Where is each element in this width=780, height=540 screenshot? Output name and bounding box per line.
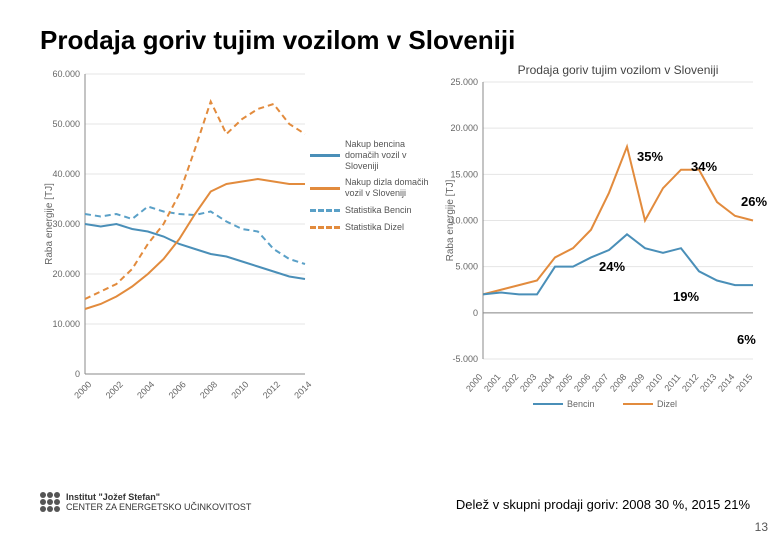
svg-text:2008: 2008 — [608, 372, 629, 394]
svg-text:0: 0 — [75, 369, 80, 379]
annotation: 19% — [673, 289, 699, 304]
chart-left-svg: 0 10.000 20.000 30.000 40.000 50.000 60.000 200… — [40, 64, 435, 424]
svg-text:2011: 2011 — [662, 372, 682, 393]
institute-logo-icon — [40, 492, 60, 512]
svg-text:20.000: 20.000 — [450, 123, 478, 133]
svg-text:2002: 2002 — [104, 379, 125, 400]
institute-line1: Institut "Jožef Stefan" — [66, 492, 251, 502]
chart-left: 0 10.000 20.000 30.000 40.000 50.000 60.000 200… — [40, 64, 435, 424]
svg-text:Prodaja goriv tujim vozilom v: Prodaja goriv tujim vozilom v Sloveniji — [518, 64, 719, 77]
annotation: 24% — [599, 259, 625, 274]
svg-text:2007: 2007 — [590, 372, 611, 394]
svg-text:10.000: 10.000 — [52, 319, 80, 329]
svg-text:Raba energije [TJ]: Raba energije [TJ] — [445, 179, 456, 261]
annotation: 35% — [637, 149, 663, 164]
svg-text:2014: 2014 — [292, 379, 313, 400]
legend-item: Statistika Bencin — [310, 205, 430, 216]
footer-caption: Delež v skupni prodaji goriv: 2008 30 %,… — [456, 497, 750, 512]
svg-text:60.000: 60.000 — [52, 69, 80, 79]
svg-text:-5.000: -5.000 — [452, 354, 478, 364]
svg-text:2004: 2004 — [135, 379, 156, 400]
svg-text:Dizel: Dizel — [657, 399, 677, 409]
svg-text:20.000: 20.000 — [52, 269, 80, 279]
svg-text:50.000: 50.000 — [52, 119, 80, 129]
page-title: Prodaja goriv tujim vozilom v Sloveniji — [40, 25, 750, 56]
svg-text:25.000: 25.000 — [450, 77, 478, 87]
svg-text:2009: 2009 — [626, 372, 647, 394]
svg-text:2013: 2013 — [698, 372, 719, 394]
svg-text:2004: 2004 — [536, 372, 557, 394]
svg-text:30.000: 30.000 — [52, 219, 80, 229]
svg-text:2006: 2006 — [167, 379, 188, 400]
svg-text:2002: 2002 — [500, 372, 521, 394]
svg-text:2010: 2010 — [644, 372, 665, 394]
svg-text:5.000: 5.000 — [455, 262, 478, 272]
svg-text:2006: 2006 — [572, 372, 593, 394]
svg-text:2001: 2001 — [482, 372, 503, 394]
legend-item: Nakup bencina domačih vozil v Sloveniji — [310, 139, 430, 171]
svg-text:2014: 2014 — [716, 372, 737, 394]
legend-item: Nakup dizla domačih vozil v Sloveniji — [310, 177, 430, 199]
page-number: 13 — [755, 520, 768, 534]
svg-text:2012: 2012 — [261, 379, 282, 400]
annotation: 6% — [737, 332, 756, 347]
svg-text:Bencin: Bencin — [567, 399, 595, 409]
chart-right-svg: Prodaja goriv tujim vozilom v Sloveniji -… — [441, 64, 761, 424]
svg-text:2000: 2000 — [72, 379, 93, 400]
legend-item: Statistika Dizel — [310, 222, 430, 233]
annotation: 26% — [741, 194, 767, 209]
svg-text:2015: 2015 — [734, 372, 755, 394]
svg-text:2010: 2010 — [229, 379, 250, 400]
svg-text:15.000: 15.000 — [450, 169, 478, 179]
institute-line2: CENTER ZA ENERGETSKO UČINKOVITOST — [66, 502, 251, 512]
svg-text:0: 0 — [473, 308, 478, 318]
institute-block: Institut "Jožef Stefan" CENTER ZA ENERGE… — [40, 492, 251, 512]
svg-text:2000: 2000 — [464, 372, 485, 394]
legend-left: Nakup bencina domačih vozil v Sloveniji N… — [310, 139, 430, 239]
svg-text:2008: 2008 — [198, 379, 219, 400]
svg-text:Raba energije [TJ]: Raba energije [TJ] — [44, 183, 55, 265]
svg-text:2003: 2003 — [518, 372, 539, 394]
chart-right: Prodaja goriv tujim vozilom v Sloveniji -… — [441, 64, 761, 424]
svg-text:2005: 2005 — [554, 372, 575, 394]
svg-text:2012: 2012 — [680, 372, 701, 394]
annotation: 34% — [691, 159, 717, 174]
svg-text:40.000: 40.000 — [52, 169, 80, 179]
